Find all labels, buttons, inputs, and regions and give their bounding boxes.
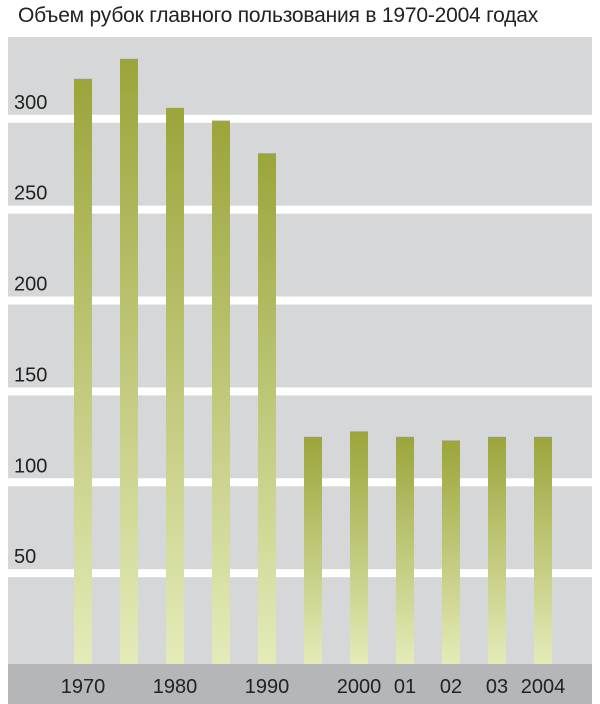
chart-title: Объем рубок главного пользования в 1970-… [18, 4, 539, 27]
y-tick-label: 150 [14, 364, 47, 386]
gridline [8, 114, 592, 123]
bar [166, 107, 184, 665]
y-tick-label: 50 [14, 546, 36, 568]
bar [442, 440, 460, 664]
bar [488, 436, 506, 664]
gridline [8, 478, 592, 487]
y-tick-label: 300 [14, 92, 47, 114]
x-tick-label: 1990 [245, 676, 290, 698]
bar [212, 120, 230, 665]
x-tick-label: 1980 [153, 676, 198, 698]
bar [396, 436, 414, 664]
bar [120, 58, 138, 664]
x-tick-label: 1970 [61, 676, 106, 698]
gridline [8, 569, 592, 578]
x-tick-label: 01 [394, 676, 416, 698]
x-axis-band [8, 664, 592, 704]
x-tick-label: 03 [486, 676, 508, 698]
x-tick-label: 2004 [521, 676, 566, 698]
gridline [8, 296, 592, 305]
bar [534, 436, 552, 664]
y-tick-label: 250 [14, 183, 47, 205]
bar [350, 431, 368, 664]
x-tick-label: 2000 [337, 676, 382, 698]
y-tick-label: 100 [14, 455, 47, 477]
x-tick-label: 02 [440, 676, 462, 698]
bar [304, 436, 322, 664]
bar [74, 78, 92, 665]
gridline [8, 387, 592, 396]
y-tick-label: 200 [14, 274, 47, 296]
gridline [8, 205, 592, 214]
bar [258, 153, 276, 664]
